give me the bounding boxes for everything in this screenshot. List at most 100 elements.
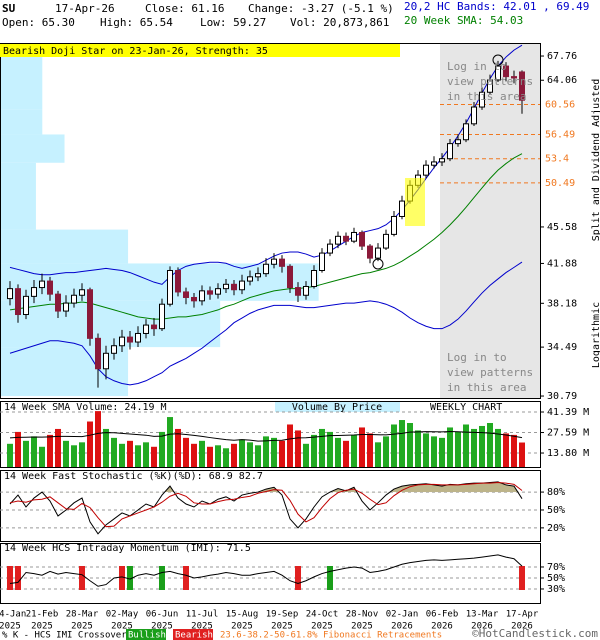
volume-bar xyxy=(55,428,61,467)
candle-body xyxy=(399,200,405,217)
volume-bar xyxy=(63,440,69,467)
candle-body xyxy=(311,269,317,287)
x-tick-label: 13-Mar xyxy=(466,610,499,620)
candle-body xyxy=(7,288,13,300)
high: High: 65.54 xyxy=(100,16,173,29)
candle-body xyxy=(239,280,245,291)
login-text: in this area xyxy=(447,90,526,103)
volume-bar xyxy=(47,434,53,467)
x-tick-year: 2025 xyxy=(0,622,21,632)
x-tick-label: 24-Jan xyxy=(0,610,26,620)
x-tick-label: 28-Nov xyxy=(346,610,379,620)
volume-bar xyxy=(239,439,245,467)
volume-bar xyxy=(111,437,117,467)
signal-bar xyxy=(15,566,21,590)
bands-label: 20,2 HC Bands: 42.01 , 69.49 xyxy=(404,0,589,13)
y-tick-label: 30% xyxy=(547,584,565,595)
candle-body xyxy=(175,269,181,293)
vbp-label: Volume By Price xyxy=(292,402,382,413)
volume-by-price-bar xyxy=(1,56,43,110)
candle-body xyxy=(455,139,461,145)
pattern-marker xyxy=(372,258,384,270)
symbol: SU xyxy=(2,2,16,15)
candle-body xyxy=(279,258,285,267)
login-note: Log in to view patterns in this area Log… xyxy=(447,60,533,394)
volume-bar xyxy=(175,428,181,467)
x-tick-year: 2025 xyxy=(231,622,253,632)
volume-bar xyxy=(367,433,373,467)
legend-bullish: Bullish xyxy=(128,631,166,640)
x-tick-year: 2026 xyxy=(431,622,453,632)
signal-bar xyxy=(159,566,165,590)
change: Change: -3.27 (-5.1 %) xyxy=(248,2,394,15)
y-tick-label: 41.88 xyxy=(547,258,577,269)
x-tick-year: 2025 xyxy=(111,622,133,632)
x-tick-label: 02-May xyxy=(106,610,139,620)
fib-label: 53.4 xyxy=(545,154,569,165)
volume-bar xyxy=(247,442,253,467)
x-tick-label: 19-Sep xyxy=(266,610,299,620)
candle-body xyxy=(95,337,101,370)
volume-bar xyxy=(15,431,21,467)
volume-title: 14 Week SMA Volume: 24.19 M xyxy=(4,402,167,413)
volume-bar xyxy=(159,431,165,467)
candle-body xyxy=(303,285,309,296)
x-tick-label: 11-Jul xyxy=(186,610,219,620)
x-tick-year: 2026 xyxy=(471,622,493,632)
volume-bar xyxy=(199,440,205,467)
logo: ©HotCandlestick.com xyxy=(472,627,598,640)
candle-body xyxy=(519,71,525,101)
volume-bar xyxy=(231,443,237,467)
volume-bar xyxy=(191,443,197,467)
open: Open: 65.30 xyxy=(2,16,75,29)
candle-body xyxy=(335,235,341,245)
volume-bar xyxy=(143,442,149,467)
y-tick-label: 13.80 M xyxy=(547,448,589,459)
fib-label: 56.49 xyxy=(545,129,575,140)
candle-body xyxy=(479,91,485,108)
volume-bar xyxy=(503,433,509,467)
volume-bar xyxy=(31,436,37,467)
y-tick-label: 50% xyxy=(547,505,565,516)
candle-body xyxy=(287,265,293,289)
login-text: in this area xyxy=(447,381,526,394)
signal-bar xyxy=(79,566,85,590)
volume-bar xyxy=(279,440,285,467)
volume-bar xyxy=(255,445,261,467)
volume-bar xyxy=(215,445,221,467)
candle-body xyxy=(343,235,349,242)
candle-body xyxy=(295,287,301,296)
volume-by-price-bar xyxy=(1,229,129,264)
candle-body xyxy=(183,291,189,298)
y-tick-label: 50% xyxy=(547,573,565,584)
candle-body xyxy=(191,296,197,302)
volume-bar xyxy=(407,423,413,467)
login-text: view patterns xyxy=(447,75,533,88)
y-tick-label: 67.76 xyxy=(547,51,577,62)
scale-label: Logarithmic xyxy=(591,302,600,368)
volume-bar xyxy=(479,425,485,467)
candle-body xyxy=(503,65,509,78)
volume-bar xyxy=(103,428,109,467)
y-tick-label: 70% xyxy=(547,562,565,573)
login-text: Log in to xyxy=(447,351,507,364)
signal-bar xyxy=(519,566,525,590)
x-tick-year: 2025 xyxy=(151,622,173,632)
x-tick-label: 17-Apr xyxy=(506,610,539,620)
stochastic-panel xyxy=(0,470,541,542)
candle-body xyxy=(471,106,477,125)
sma-label: 20 Week SMA: 54.03 xyxy=(404,14,523,27)
x-tick-year: 2025 xyxy=(71,622,93,632)
legend-swatch xyxy=(126,629,166,640)
signal-bar xyxy=(127,566,133,590)
volume-bar xyxy=(335,437,341,467)
volume-bar xyxy=(511,434,517,467)
volume-by-price-bar xyxy=(1,300,221,348)
fib-label: 50.49 xyxy=(545,178,575,189)
candle-body xyxy=(87,289,93,339)
candle-body xyxy=(47,280,53,295)
volume-bar xyxy=(391,424,397,467)
x-tick-label: 15-Aug xyxy=(226,610,259,620)
y-tick-label: 38.18 xyxy=(547,298,577,309)
